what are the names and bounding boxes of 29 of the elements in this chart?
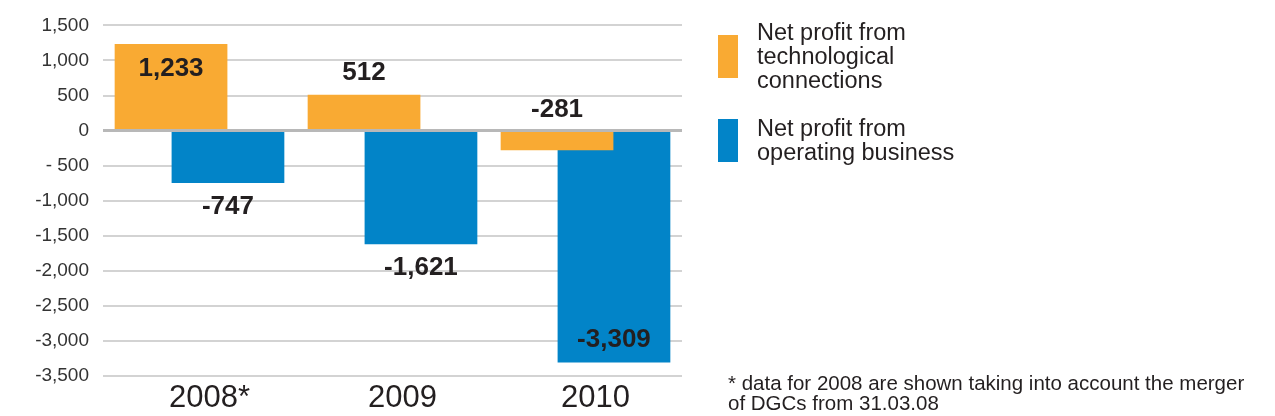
y-tick-label: -1,000 — [35, 188, 89, 210]
y-tick-label: 1,000 — [41, 48, 89, 70]
y-tick-label: 1,500 — [41, 13, 89, 35]
y-tick-label: -2,500 — [35, 294, 89, 316]
legend-label: Net profit from technological connections — [757, 19, 907, 93]
text: * data for 2008 are shown taking into account the merger of DGCs from 31.03.08 — [728, 371, 1246, 414]
y-tick-label: - 500 — [45, 153, 89, 175]
y-tick-label: 500 — [57, 83, 89, 105]
data-label: -3,309 — [577, 322, 651, 353]
y-tick-label: -3,000 — [35, 329, 89, 351]
x-tick-label: 2010 — [561, 379, 630, 415]
legend-label: Net profit from operating business — [757, 115, 956, 165]
data-label: 512 — [342, 55, 386, 86]
bar — [557, 132, 671, 363]
x-tick-label: 2008* — [168, 379, 251, 415]
y-tick-label: -2,000 — [35, 259, 89, 281]
x-tick-label: 2009 — [368, 379, 437, 415]
y-tick-label: -3,500 — [35, 364, 89, 386]
bar — [114, 44, 228, 130]
bar — [364, 132, 478, 245]
bar — [307, 94, 421, 130]
bar — [171, 132, 285, 183]
data-label: -747 — [201, 190, 254, 221]
bar — [500, 132, 614, 151]
data-label: 1,233 — [138, 52, 204, 83]
y-tick-label: -1,500 — [35, 223, 89, 245]
y-tick-label: 0 — [78, 118, 89, 140]
data-label: -281 — [531, 93, 584, 124]
data-label: -1,621 — [384, 251, 458, 282]
